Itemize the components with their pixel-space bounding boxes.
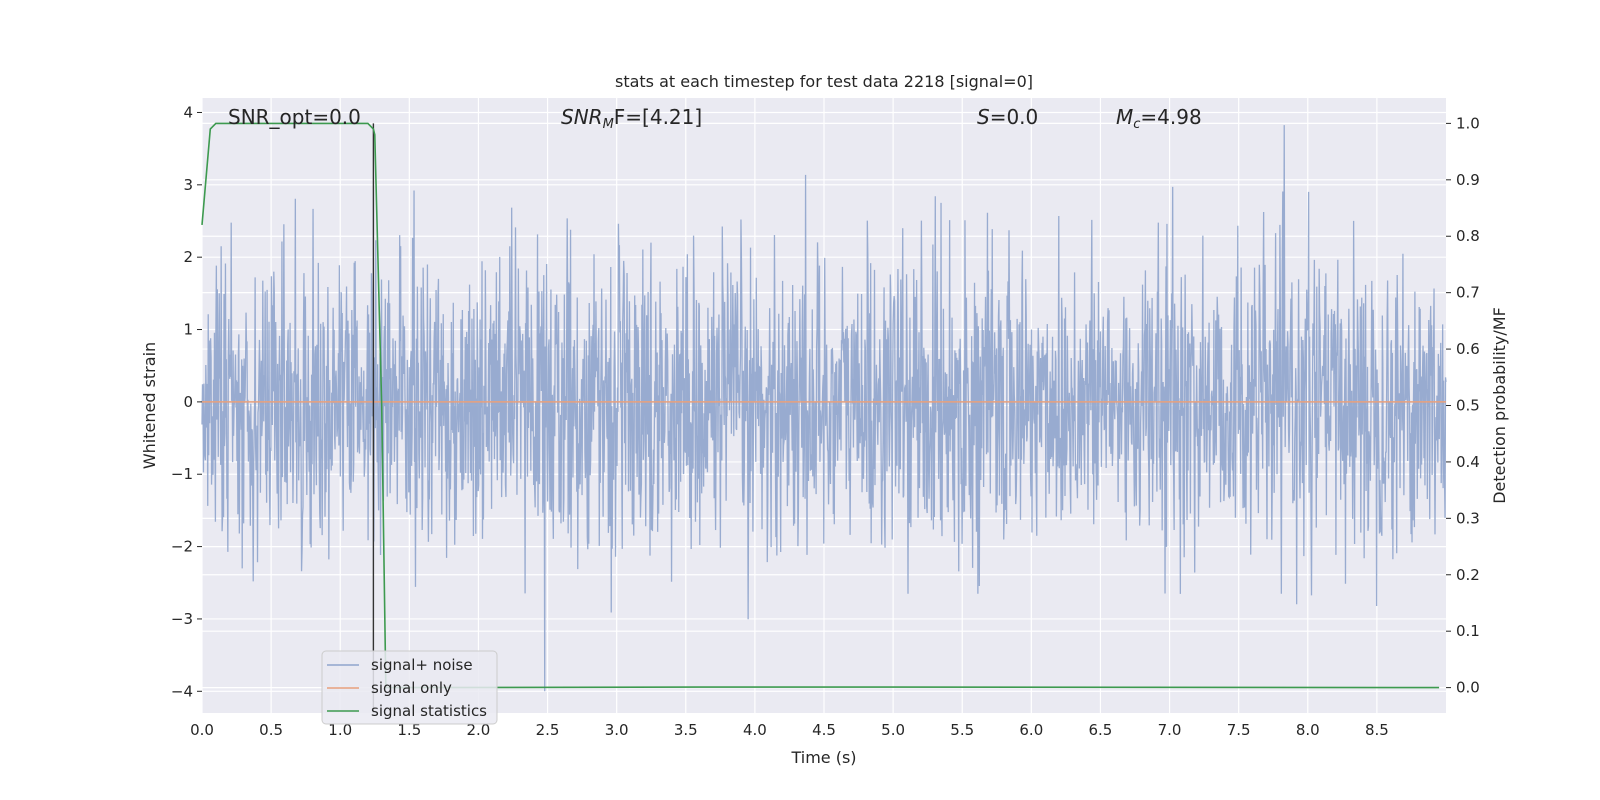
y-right-tick-label: 0.3 (1456, 509, 1480, 527)
y-tick-label: 3 (183, 176, 193, 194)
y-right-tick-label: 0.9 (1456, 171, 1480, 189)
x-tick-label: 3.5 (674, 721, 698, 739)
x-axis-ticks: 0.0 0.5 1.0 1.5 2.0 2.5 3.0 3.5 4.0 4.5 5.0 5.5 6.0 6… (190, 721, 1389, 739)
annotation-s-label: S (977, 105, 990, 129)
annotation-mc-value: =4.98 (1140, 105, 1201, 129)
x-tick-label: 4.5 (812, 721, 836, 739)
x-tick-label: 1.5 (397, 721, 421, 739)
y-right-tick-label: 0.5 (1456, 397, 1480, 415)
y-right-tick-label: 0.4 (1456, 453, 1480, 471)
annotation-snr-mf-sub: M (603, 117, 614, 132)
y-tick-label: −1 (171, 465, 193, 483)
annotation-snr-mf: SNRMF=[4.21] (561, 105, 702, 132)
y-right-tick-label: 0.6 (1456, 340, 1480, 358)
y-axis-ticks-left: 4 3 2 1 0 −1 −2 −3 −4 (171, 103, 202, 700)
x-tick-label: 5.5 (950, 721, 974, 739)
annotation-mc: Mc=4.98 (1116, 105, 1202, 132)
x-tick-label: 7.5 (1227, 721, 1251, 739)
annotation-snr-mf-base: SNR (561, 105, 603, 129)
x-axis-label: Time (s) (790, 748, 856, 767)
x-tick-label: 7.0 (1158, 721, 1182, 739)
annotation-snr-opt: SNR_opt=0.0 (228, 105, 361, 129)
legend-label-signal-only: signal only (371, 679, 452, 697)
y-tick-label: −3 (171, 610, 193, 628)
noise-trace (201, 125, 1447, 692)
y-tick-label: 0 (183, 393, 193, 411)
x-tick-label: 1.0 (328, 721, 352, 739)
y-right-tick-label: 0.0 (1456, 679, 1480, 697)
y-right-tick-label: 0.2 (1456, 566, 1480, 584)
y-right-tick-label: 0.8 (1456, 227, 1480, 245)
x-tick-label: 6.0 (1019, 721, 1043, 739)
x-tick-label: 8.5 (1365, 721, 1389, 739)
y-tick-label: −2 (171, 538, 193, 556)
y-axis-ticks-right: 1.0 0.9 0.8 0.7 0.6 0.5 0.4 0.3 0.2 0.1 0.0 (1446, 114, 1480, 697)
x-tick-label: 2.5 (536, 721, 560, 739)
annotation-mc-sub: c (1133, 117, 1140, 132)
legend-label-signal-plus-noise: signal+ noise (371, 656, 473, 674)
y-tick-label: 2 (183, 248, 193, 266)
x-tick-label: 6.5 (1089, 721, 1113, 739)
y-axis-label-right: Detection probability/MF (1490, 307, 1509, 504)
chart-title: stats at each timestep for test data 221… (615, 72, 1033, 91)
y-right-tick-label: 0.7 (1456, 284, 1480, 302)
legend-label-signal-statistics: signal statistics (371, 702, 487, 720)
annotation-s-value: =0.0 (990, 105, 1039, 129)
y-tick-label: −4 (171, 682, 193, 700)
legend: signal+ noise signal only signal statist… (321, 650, 498, 725)
series-signal-plus-noise (201, 125, 1447, 692)
x-tick-label: 8.0 (1296, 721, 1320, 739)
stats-trace (201, 122, 1440, 689)
x-tick-label: 4.0 (743, 721, 767, 739)
x-tick-label: 2.0 (467, 721, 491, 739)
annotation-mc-label: M (1116, 105, 1133, 129)
y-axis-label: Whitened strain (140, 342, 159, 469)
x-tick-label: 5.0 (881, 721, 905, 739)
x-tick-label: 0.5 (259, 721, 283, 739)
x-tick-label: 3.0 (605, 721, 629, 739)
series-signal-statistics (201, 122, 1440, 689)
y-tick-label: 4 (183, 103, 193, 121)
annotation-s: S=0.0 (977, 105, 1038, 129)
x-tick-label: 0.0 (190, 721, 214, 739)
y-tick-label: 1 (183, 321, 193, 339)
legend-box (321, 650, 498, 725)
y-right-tick-label: 1.0 (1456, 114, 1480, 132)
annotation-snr-mf-value: F=[4.21] (614, 105, 702, 129)
y-right-tick-label: 0.1 (1456, 622, 1480, 640)
